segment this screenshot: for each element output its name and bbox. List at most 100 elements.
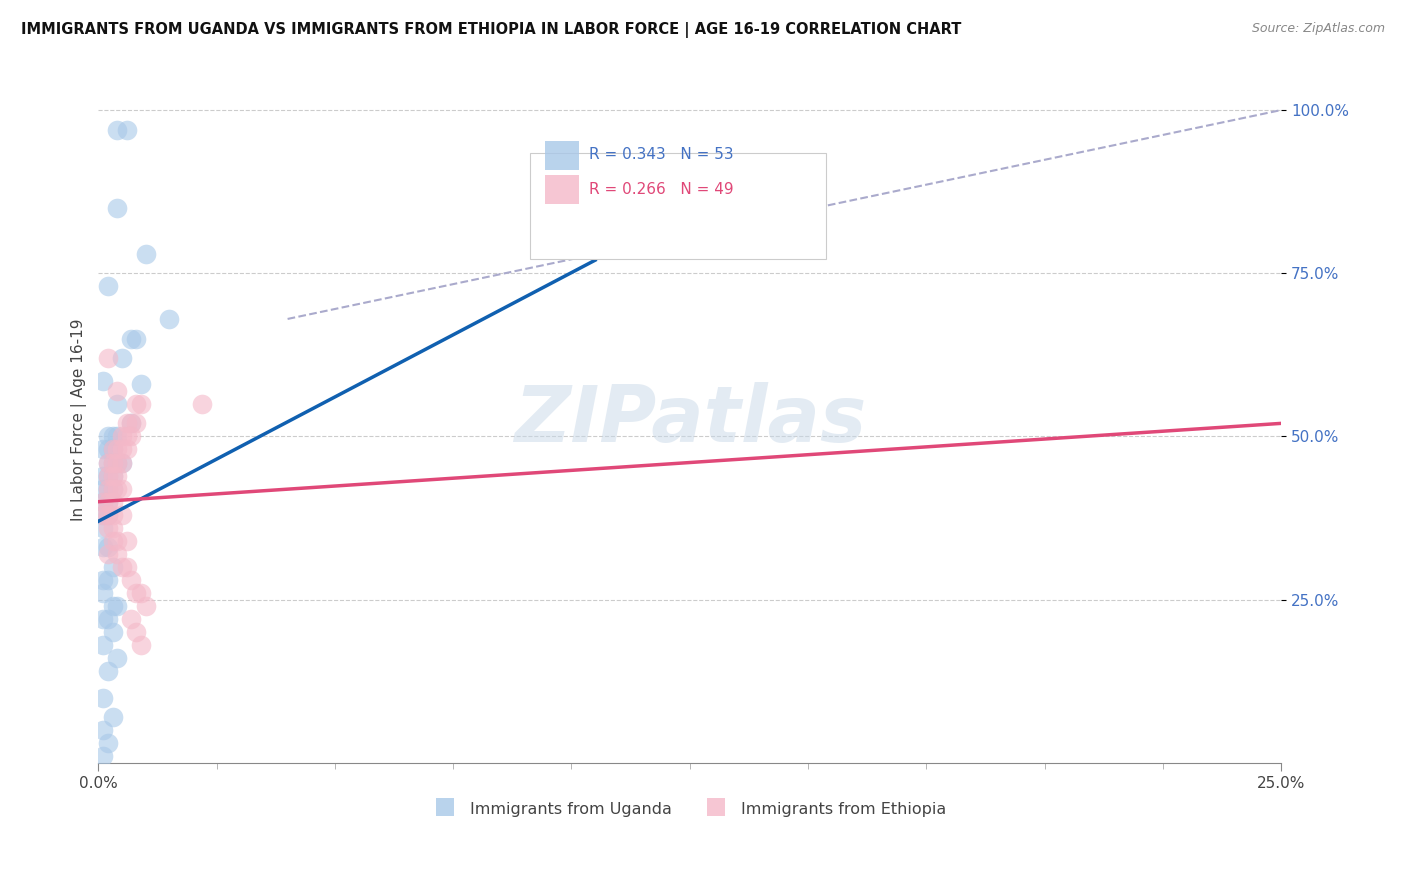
Point bbox=[97, 351, 120, 365]
Point bbox=[101, 494, 124, 508]
Point bbox=[101, 521, 124, 535]
Point bbox=[91, 723, 114, 738]
Point bbox=[91, 638, 114, 652]
Point bbox=[105, 397, 128, 411]
Point bbox=[121, 417, 143, 431]
Point bbox=[121, 332, 143, 346]
Point bbox=[105, 468, 128, 483]
Point bbox=[91, 494, 114, 508]
Point bbox=[115, 442, 138, 457]
Point bbox=[101, 442, 124, 457]
Point bbox=[97, 456, 120, 470]
Point bbox=[101, 482, 124, 496]
Bar bbox=[546, 141, 578, 170]
Point bbox=[97, 547, 120, 561]
Point bbox=[91, 749, 114, 764]
Point bbox=[91, 690, 114, 705]
Text: R = 0.266   N = 49: R = 0.266 N = 49 bbox=[589, 182, 734, 196]
Point bbox=[111, 560, 134, 574]
Point bbox=[91, 541, 114, 555]
Point bbox=[101, 710, 124, 724]
Point bbox=[97, 508, 120, 522]
Point bbox=[105, 429, 128, 443]
Point bbox=[105, 599, 128, 614]
Point bbox=[101, 468, 124, 483]
Point bbox=[115, 122, 138, 136]
Legend: Immigrants from Uganda, Immigrants from Ethiopia: Immigrants from Uganda, Immigrants from … bbox=[427, 794, 952, 823]
Point bbox=[97, 508, 120, 522]
Point bbox=[191, 397, 214, 411]
Point bbox=[91, 374, 114, 388]
Point bbox=[101, 442, 124, 457]
Point bbox=[91, 521, 114, 535]
Point bbox=[111, 456, 134, 470]
Point bbox=[97, 494, 120, 508]
Point bbox=[97, 612, 120, 626]
Point bbox=[135, 246, 157, 260]
Point bbox=[105, 456, 128, 470]
Y-axis label: In Labor Force | Age 16-19: In Labor Force | Age 16-19 bbox=[72, 318, 87, 521]
Point bbox=[91, 482, 114, 496]
Point bbox=[115, 533, 138, 548]
Point bbox=[91, 468, 114, 483]
Point bbox=[97, 665, 120, 679]
Bar bbox=[546, 176, 578, 204]
Point bbox=[125, 397, 148, 411]
Point bbox=[111, 442, 134, 457]
Point bbox=[97, 494, 120, 508]
Point bbox=[111, 508, 134, 522]
Point bbox=[105, 482, 128, 496]
Point bbox=[97, 573, 120, 587]
Point bbox=[105, 122, 128, 136]
FancyBboxPatch shape bbox=[530, 153, 825, 259]
Point bbox=[135, 599, 157, 614]
Point bbox=[129, 638, 152, 652]
Point bbox=[91, 442, 114, 457]
Point bbox=[157, 312, 180, 326]
Point bbox=[97, 429, 120, 443]
Point bbox=[97, 541, 120, 555]
Point bbox=[101, 533, 124, 548]
Point bbox=[129, 377, 152, 392]
Point bbox=[101, 482, 124, 496]
Point bbox=[125, 586, 148, 600]
Point bbox=[121, 417, 143, 431]
Point bbox=[91, 494, 114, 508]
Point bbox=[91, 508, 114, 522]
Point bbox=[111, 351, 134, 365]
Point bbox=[105, 442, 128, 457]
Point bbox=[97, 736, 120, 750]
Text: IMMIGRANTS FROM UGANDA VS IMMIGRANTS FROM ETHIOPIA IN LABOR FORCE | AGE 16-19 CO: IMMIGRANTS FROM UGANDA VS IMMIGRANTS FRO… bbox=[21, 22, 962, 38]
Point bbox=[115, 429, 138, 443]
Text: R = 0.343   N = 53: R = 0.343 N = 53 bbox=[589, 147, 734, 162]
Point bbox=[97, 468, 120, 483]
Point bbox=[105, 651, 128, 665]
Point bbox=[105, 547, 128, 561]
Point bbox=[97, 482, 120, 496]
Point bbox=[111, 429, 134, 443]
Point bbox=[91, 508, 114, 522]
Point bbox=[97, 442, 120, 457]
Point bbox=[115, 560, 138, 574]
Point bbox=[105, 201, 128, 215]
Text: Source: ZipAtlas.com: Source: ZipAtlas.com bbox=[1251, 22, 1385, 36]
Point bbox=[101, 560, 124, 574]
Point bbox=[91, 573, 114, 587]
Point bbox=[101, 468, 124, 483]
Point bbox=[105, 456, 128, 470]
Point bbox=[101, 429, 124, 443]
Point bbox=[97, 521, 120, 535]
Point bbox=[101, 456, 124, 470]
Point bbox=[111, 456, 134, 470]
Point bbox=[121, 612, 143, 626]
Point bbox=[105, 533, 128, 548]
Point bbox=[111, 482, 134, 496]
Point bbox=[101, 508, 124, 522]
Point bbox=[97, 279, 120, 293]
Point bbox=[101, 456, 124, 470]
Point bbox=[121, 429, 143, 443]
Point bbox=[101, 625, 124, 640]
Point bbox=[129, 397, 152, 411]
Point bbox=[125, 417, 148, 431]
Point bbox=[115, 417, 138, 431]
